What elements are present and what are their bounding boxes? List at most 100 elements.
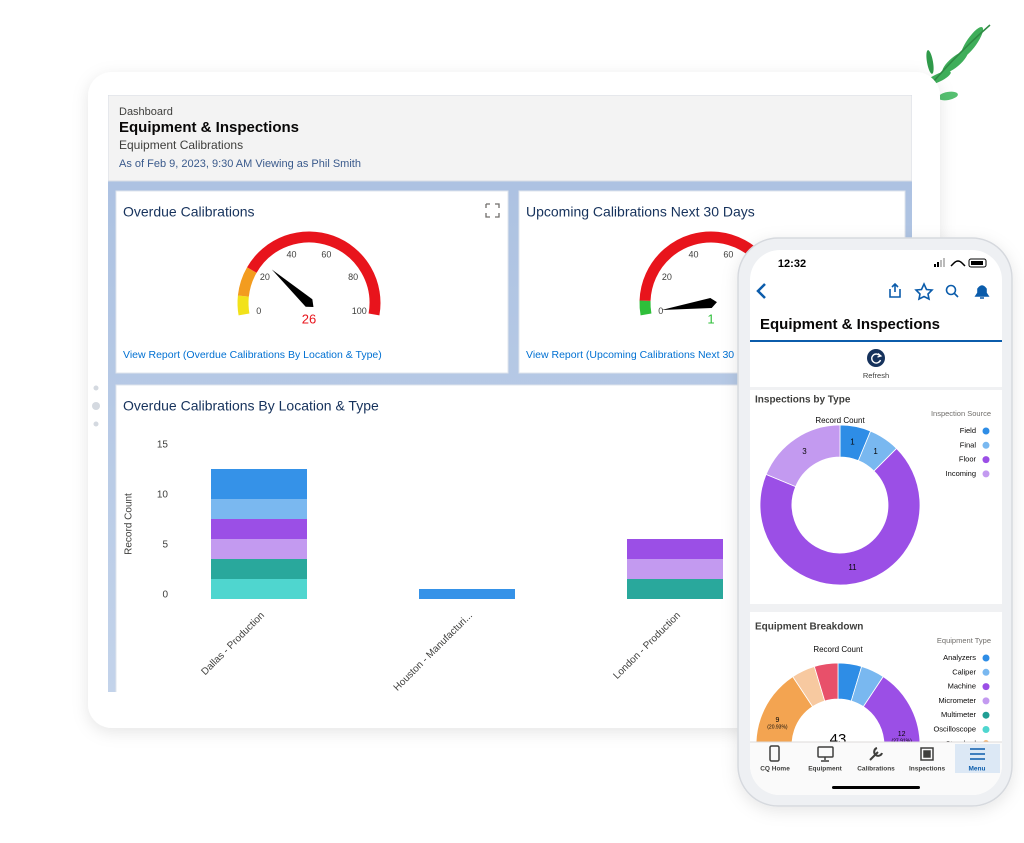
gauge-tick-label: 60 [723,249,733,259]
search-icon[interactable] [945,284,957,296]
slice-label: 1 [850,437,855,446]
donut-slice [759,447,921,586]
bar-segment [211,579,307,599]
header-label: Dashboard [119,106,173,118]
status-time: 12:32 [778,258,806,270]
card-title: Overdue Calibrations [123,204,255,220]
legend-swatch [982,726,990,733]
title-underline [750,340,1002,342]
gauge-value: 1 [707,311,714,326]
leaf-decoration [917,24,991,101]
legend-title: Equipment Type [937,636,991,645]
dashboard-header [108,95,912,182]
legend-swatch [982,470,990,478]
donut-slice [765,424,841,488]
bar-segment [211,499,307,519]
slice-label: 11 [848,563,857,572]
donut-chart: 12(27.91%) 9(20.93%) 43 [755,662,921,748]
y-tick-label: 15 [157,440,169,451]
gauge-tick-label: 20 [662,272,672,282]
gauge-needle [271,269,314,308]
legend-label: Field [960,426,976,435]
notification-icon[interactable] [974,285,990,299]
home-indicator [832,786,920,789]
gauge-value: 26 [302,311,316,326]
gauge-needle [661,298,717,310]
card-title: Upcoming Calibrations Next 30 Days [526,204,755,220]
tablet-dots [92,385,100,427]
gauge-tick-label: 0 [256,306,261,316]
legend-label: Oscilloscope [933,724,976,733]
legend-label: Micrometer [938,696,976,705]
gauge-band [247,231,381,316]
bar-segment [627,539,723,559]
tab-label[interactable]: Equipment [808,766,842,773]
chart-subtitle: Record Count [813,645,863,654]
legend-swatch [982,697,990,705]
chart-subtitle: Record Count [815,416,865,425]
gauge-band [639,300,652,316]
legend-label: Machine [948,682,976,691]
bar-segment [211,539,307,559]
slice-label: 9 [775,717,779,724]
y-axis-title: Record Count [124,493,135,555]
status-icons [934,258,987,268]
gauge-tick-label: 0 [658,306,663,316]
back-button[interactable] [756,283,766,299]
mobile-charts: Inspections by Type Record Count Inspectio… [755,395,991,748]
legend-swatch [982,456,990,464]
legend-label: Final [960,440,977,449]
slice-label: 1 [873,447,878,456]
card-title: Overdue Calibrations By Location & Type [123,398,379,414]
tab-label[interactable]: Menu [969,766,986,773]
header-title: Equipment & Inspections [119,119,299,136]
gauge-band [237,295,250,316]
bar-segment [211,519,307,539]
expand-icon[interactable] [485,203,500,218]
y-tick-label: 10 [157,490,169,501]
report-link[interactable]: View Report (Overdue Calibrations By Loc… [123,349,382,361]
header-meta: As of Feb 9, 2023, 9:30 AM Viewing as Ph… [119,158,361,170]
report-link[interactable]: View Report (Upcoming Calibrations Next … [526,349,765,361]
favorite-icon[interactable] [914,282,934,301]
phone: 12:32 Equipment & Inspections Refresh [737,237,1013,807]
refresh-button[interactable] [867,349,885,367]
gauge-tick-label: 40 [287,249,297,259]
bar-segment [627,559,723,579]
legend-swatch [982,683,990,691]
gauge-tick-label: 20 [260,272,270,282]
share-icon[interactable] [889,282,901,298]
legend-swatch [982,441,990,449]
bar-chart: Overdue Calibrations By Location & Type R… [123,398,723,692]
legend-swatch [982,427,990,435]
legend-label: Floor [959,455,977,464]
y-tick-label: 5 [162,540,168,551]
mobile-card-title: Equipment Breakdown [755,622,863,633]
card [115,190,509,374]
tab-label[interactable]: Calibrations [857,766,895,773]
refresh-label[interactable]: Refresh [863,371,889,380]
bar-segment [211,469,307,499]
slice-label: 3 [802,447,807,456]
mobile-title: Equipment & Inspections [760,316,940,333]
bar-segment [211,559,307,579]
legend-label: Multimeter [941,710,977,719]
donut-slice [862,676,921,742]
slice-percent: (27.91%) [891,738,912,744]
bar-segment [419,589,515,599]
slice-label: 12 [898,731,906,738]
y-tick-label: 0 [162,590,168,601]
legend-swatch [982,654,990,662]
donut-total: 43 [830,731,847,748]
tab-label[interactable]: Inspections [909,766,946,773]
phone-screen: 12:32 Equipment & Inspections Refresh [750,250,1002,795]
gauge-tick-label: 80 [348,272,358,282]
gauge-tick-label: 60 [321,249,331,259]
gauge-band [237,267,257,297]
tab-label[interactable]: CQ Home [760,766,790,773]
nav-icons [889,282,990,301]
header-subtitle: Equipment Calibrations [119,138,243,152]
